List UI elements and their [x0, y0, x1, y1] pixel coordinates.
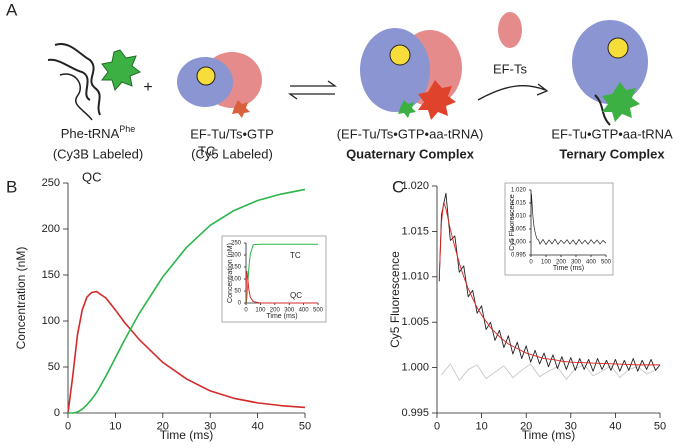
ef-ts-illustration: [498, 12, 522, 48]
y-tick-label: 50: [48, 361, 60, 373]
y-tick-label: 150: [231, 265, 242, 271]
x-tick-label: 400: [299, 307, 310, 313]
trna-superscript: Phe: [119, 124, 135, 134]
x-tick-label: 100: [541, 259, 552, 265]
x-tick-label: 200: [270, 307, 281, 313]
trna-name: Phe-tRNAPhe: [61, 124, 136, 141]
ternary-title: Ternary Complex: [559, 146, 665, 161]
y-tick-label: 100: [42, 315, 60, 327]
series-line: [67, 290, 306, 414]
eftu-ts-illustration: [177, 52, 262, 118]
trna-note: (Cy3B Labeled): [53, 146, 143, 161]
inset-frame: [504, 182, 614, 276]
x-axis-label: Time (ms): [522, 428, 576, 442]
x-tick-label: 30: [204, 421, 216, 433]
x-tick-label: 500: [313, 307, 324, 313]
inset-frame: [221, 235, 327, 323]
x-tick-label: 40: [609, 421, 621, 433]
y-tick-label: 1.005: [401, 316, 429, 328]
quaternary-illustration: [360, 28, 462, 120]
y-tick-label: 1.010: [401, 271, 429, 283]
y-tick-label: 200: [42, 223, 60, 235]
ternary-illustration: [572, 20, 648, 126]
x-tick-label: 300: [284, 307, 295, 313]
y-axis-label: Cy5 Fluorescence: [388, 251, 402, 348]
x-tick-label: 0: [244, 307, 248, 313]
y-tick-label: 50: [234, 289, 241, 295]
x-tick-label: 0: [434, 421, 440, 433]
y-tick-label: 1.005: [511, 227, 527, 233]
series-line: [68, 188, 306, 414]
ternary-name: EF-Tu•GTP•aa-tRNA: [551, 126, 673, 141]
eftu-name: EF-Tu/Ts•GTP: [190, 126, 274, 141]
y-tick-label: 1.015: [401, 225, 429, 237]
y-tick-label: 250: [231, 241, 242, 247]
series-line: [245, 243, 318, 304]
y-tick-label: 100: [231, 277, 242, 283]
panel-label: A: [6, 0, 18, 19]
y-tick-label: 200: [231, 253, 242, 259]
quaternary-name: (EF-Tu/Ts•GTP•aa-tRNA): [337, 126, 484, 141]
x-tick-label: 20: [157, 421, 169, 433]
series-label: QC: [290, 291, 302, 300]
plus: +: [143, 79, 152, 96]
x-tick-label: 0: [65, 421, 71, 433]
series-line: [530, 193, 607, 245]
x-tick-label: 500: [601, 259, 612, 265]
y-tick-label: 1.020: [511, 188, 527, 194]
y-axis-label: Cy5 Fluorescence: [509, 194, 516, 251]
x-tick-label: 30: [565, 421, 577, 433]
series-label: TC: [290, 251, 301, 260]
x-tick-label: 100: [255, 307, 266, 313]
y-axis-label: Concentration (nM): [227, 243, 234, 303]
x-tick-label: 40: [251, 421, 263, 433]
y-tick-label: 150: [42, 269, 60, 281]
x-tick-label: 10: [109, 421, 121, 433]
ef-ts-label: EF-Ts: [493, 61, 527, 76]
x-tick-label: 10: [475, 421, 487, 433]
y-tick-label: 250: [42, 177, 60, 189]
series-line: [441, 363, 656, 381]
series-line: [438, 201, 660, 366]
series-label: TC: [198, 143, 215, 158]
x-axis-label: Time (ms): [553, 265, 584, 272]
y-tick-label: 0.995: [401, 407, 429, 419]
y-tick-label: 0.995: [511, 253, 527, 259]
series-label: QC: [82, 169, 102, 184]
equilibrium-arrows: [287, 80, 338, 100]
quaternary-title: Quaternary Complex: [346, 146, 475, 161]
y-tick-label: 0: [54, 407, 60, 419]
y-axis-label: Concentration (nM): [14, 247, 28, 350]
y-tick-label: 1.020: [401, 180, 429, 192]
release-arrow: [477, 83, 549, 101]
trna-illustration: [47, 43, 101, 121]
x-tick-label: 300: [571, 259, 582, 265]
x-tick-label: 50: [654, 421, 666, 433]
x-tick-label: 400: [586, 259, 597, 265]
y-tick-label: 1.000: [511, 240, 527, 246]
x-tick-label: 20: [520, 421, 532, 433]
y-tick-label: 0: [238, 301, 242, 307]
y-tick-label: 1.010: [511, 214, 527, 220]
cy3b-star: [101, 49, 142, 92]
x-tick-label: 0: [529, 259, 533, 265]
panel-label: B: [6, 177, 17, 196]
eftu-note: (Cy5 Labeled): [191, 146, 273, 161]
x-axis-label: Time (ms): [160, 428, 214, 442]
x-axis-label: Time (ms): [266, 313, 297, 320]
series-line: [245, 270, 318, 304]
y-tick-label: 1.015: [511, 201, 527, 207]
y-tick-label: 1.000: [401, 362, 429, 374]
x-tick-label: 200: [556, 259, 567, 265]
panel-label: C: [392, 177, 404, 196]
x-tick-label: 50: [299, 421, 311, 433]
trna-name-main: Phe-tRNA: [61, 126, 120, 141]
